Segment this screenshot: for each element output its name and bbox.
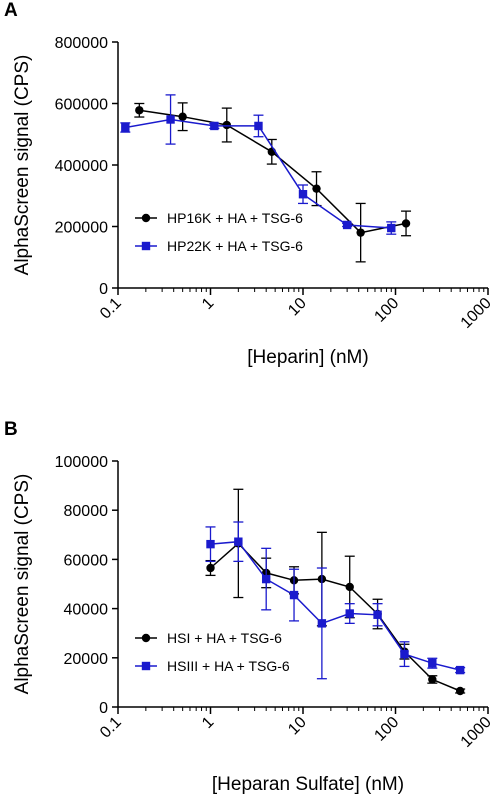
data-point	[428, 659, 437, 668]
legend-marker	[141, 213, 151, 223]
data-point	[455, 665, 465, 675]
data-point	[206, 563, 215, 573]
data-point	[206, 539, 215, 549]
x-axis-title: [Heparin] (nM)	[247, 347, 368, 368]
y-tick-label: 600000	[55, 97, 108, 114]
x-tick-label: 1000	[458, 714, 495, 751]
data-point	[342, 220, 352, 230]
y-axis-title: AlphaScreen signal (CPS)	[12, 474, 33, 695]
y-tick-label: 0	[99, 281, 108, 298]
legend-marker	[141, 241, 151, 251]
x-tick-label: 100	[371, 714, 402, 745]
data-point	[428, 675, 437, 684]
x-tick-label: 1	[199, 295, 217, 313]
x-axis-title: [Heparan Sulfate] (nM)	[212, 774, 404, 795]
data-point	[210, 121, 219, 131]
series-2: HSIII + HA + TSG-6	[135, 521, 466, 680]
x-tick-label: 1000	[458, 295, 495, 332]
x-tick-label: 1	[199, 714, 217, 732]
y-tick-label: 60000	[64, 552, 109, 569]
legend-label: HSIII + HA + TSG-6	[167, 658, 290, 674]
legend-label: HP22K + HA + TSG-6	[167, 238, 303, 254]
y-tick-label: 100000	[55, 454, 108, 471]
data-point	[298, 190, 308, 199]
x-tick-label: 10	[285, 714, 310, 739]
data-point	[222, 120, 231, 130]
y-tick-label: 80000	[64, 503, 109, 520]
chart-panel-a: A 0 200000 400000 600000 800000 0.1 1 10 100 1000 […	[4, 0, 495, 368]
series-1: HP16K + HA + TSG-6	[134, 102, 412, 263]
data-point	[289, 590, 299, 600]
data-point	[345, 609, 354, 618]
data-point	[387, 223, 396, 233]
data-point	[234, 537, 243, 546]
data-point	[373, 610, 382, 619]
y-tick-label: 40000	[64, 602, 109, 619]
data-point	[345, 582, 354, 592]
y-axis-title: AlphaScreen signal (CPS)	[12, 55, 33, 276]
data-point	[166, 115, 175, 124]
chart-panel-b: B 0 20000 40000 60000 80000 100000 0.1 1 10 100 100…	[4, 419, 495, 795]
legend-label: HP16K + HA + TSG-6	[167, 210, 303, 226]
data-point	[121, 123, 130, 132]
y-tick-label: 200000	[55, 220, 108, 237]
data-point	[401, 219, 411, 228]
data-point	[356, 228, 365, 237]
legend-marker	[141, 661, 151, 671]
data-point	[317, 619, 327, 628]
data-point	[254, 121, 263, 131]
x-tick-label: 0.1	[97, 714, 125, 742]
data-point	[400, 649, 409, 659]
data-point	[312, 184, 321, 193]
y-tick-label: 20000	[64, 651, 109, 668]
y-tick-label: 800000	[55, 35, 108, 52]
data-point	[135, 106, 144, 115]
panel-label: B	[4, 419, 18, 440]
data-point	[455, 686, 465, 696]
y-tick-label: 0	[99, 700, 108, 717]
series-2: HP22K + HA + TSG-6	[120, 94, 397, 254]
panel-label: A	[4, 0, 18, 21]
x-tick-label: 0.1	[97, 295, 125, 323]
data-point	[178, 112, 187, 121]
legend-marker	[141, 633, 151, 643]
x-tick-label: 10	[285, 295, 310, 320]
y-tick-label: 400000	[55, 158, 108, 175]
series-line	[210, 540, 461, 671]
x-tick-label: 100	[371, 295, 402, 326]
data-point	[261, 574, 271, 584]
series-line	[210, 542, 461, 692]
legend-label: HSI + HA + TSG-6	[167, 630, 282, 646]
